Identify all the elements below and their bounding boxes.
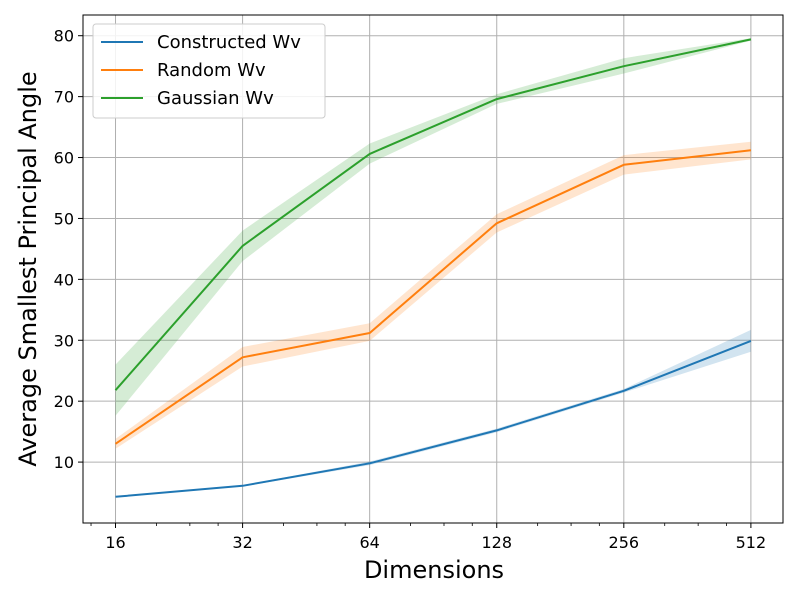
- y-tick-label: 60: [54, 149, 74, 168]
- y-tick-label: 80: [54, 27, 74, 46]
- legend-items: Constructed Wv Random Wv Gaussian Wv: [101, 32, 301, 109]
- series-line-3: [114, 38, 752, 391]
- y-tick-label: 10: [54, 453, 74, 472]
- x-tick-label: 64: [359, 533, 379, 552]
- y-axis-ticks: 10 20 30 40 50 60 70 80: [54, 27, 83, 472]
- series-line-1: [115, 339, 752, 498]
- grid-lines: [83, 15, 783, 523]
- legend-label-1: Constructed Wv: [157, 32, 301, 53]
- x-tick-label: 16: [105, 533, 125, 552]
- series-line-2: [114, 149, 752, 445]
- x-axis-ticks: 16 32 64 128 256 512: [90, 523, 767, 552]
- series-lines: [114, 38, 752, 498]
- x-axis-label: Dimensions: [364, 556, 504, 584]
- x-tick-label: 128: [481, 533, 512, 552]
- x-tick-label: 256: [609, 533, 640, 552]
- y-tick-label: 30: [54, 331, 74, 350]
- legend-label-2: Random Wv: [157, 60, 266, 81]
- y-tick-label: 50: [54, 209, 74, 228]
- plot-frame: [82, 14, 784, 524]
- series-band-1: [115, 329, 751, 498]
- x-tick-label: 32: [232, 533, 252, 552]
- legend-label-3: Gaussian Wv: [157, 88, 274, 109]
- y-tick-label: 20: [54, 392, 74, 411]
- y-tick-label: 70: [54, 88, 74, 107]
- y-axis-label: Average Smallest Principal Angle: [14, 71, 42, 466]
- x-tick-label: 512: [736, 533, 767, 552]
- legend: Constructed Wv Random Wv Gaussian Wv: [92, 23, 326, 119]
- y-tick-label: 40: [54, 270, 74, 289]
- legend-box: [92, 23, 326, 119]
